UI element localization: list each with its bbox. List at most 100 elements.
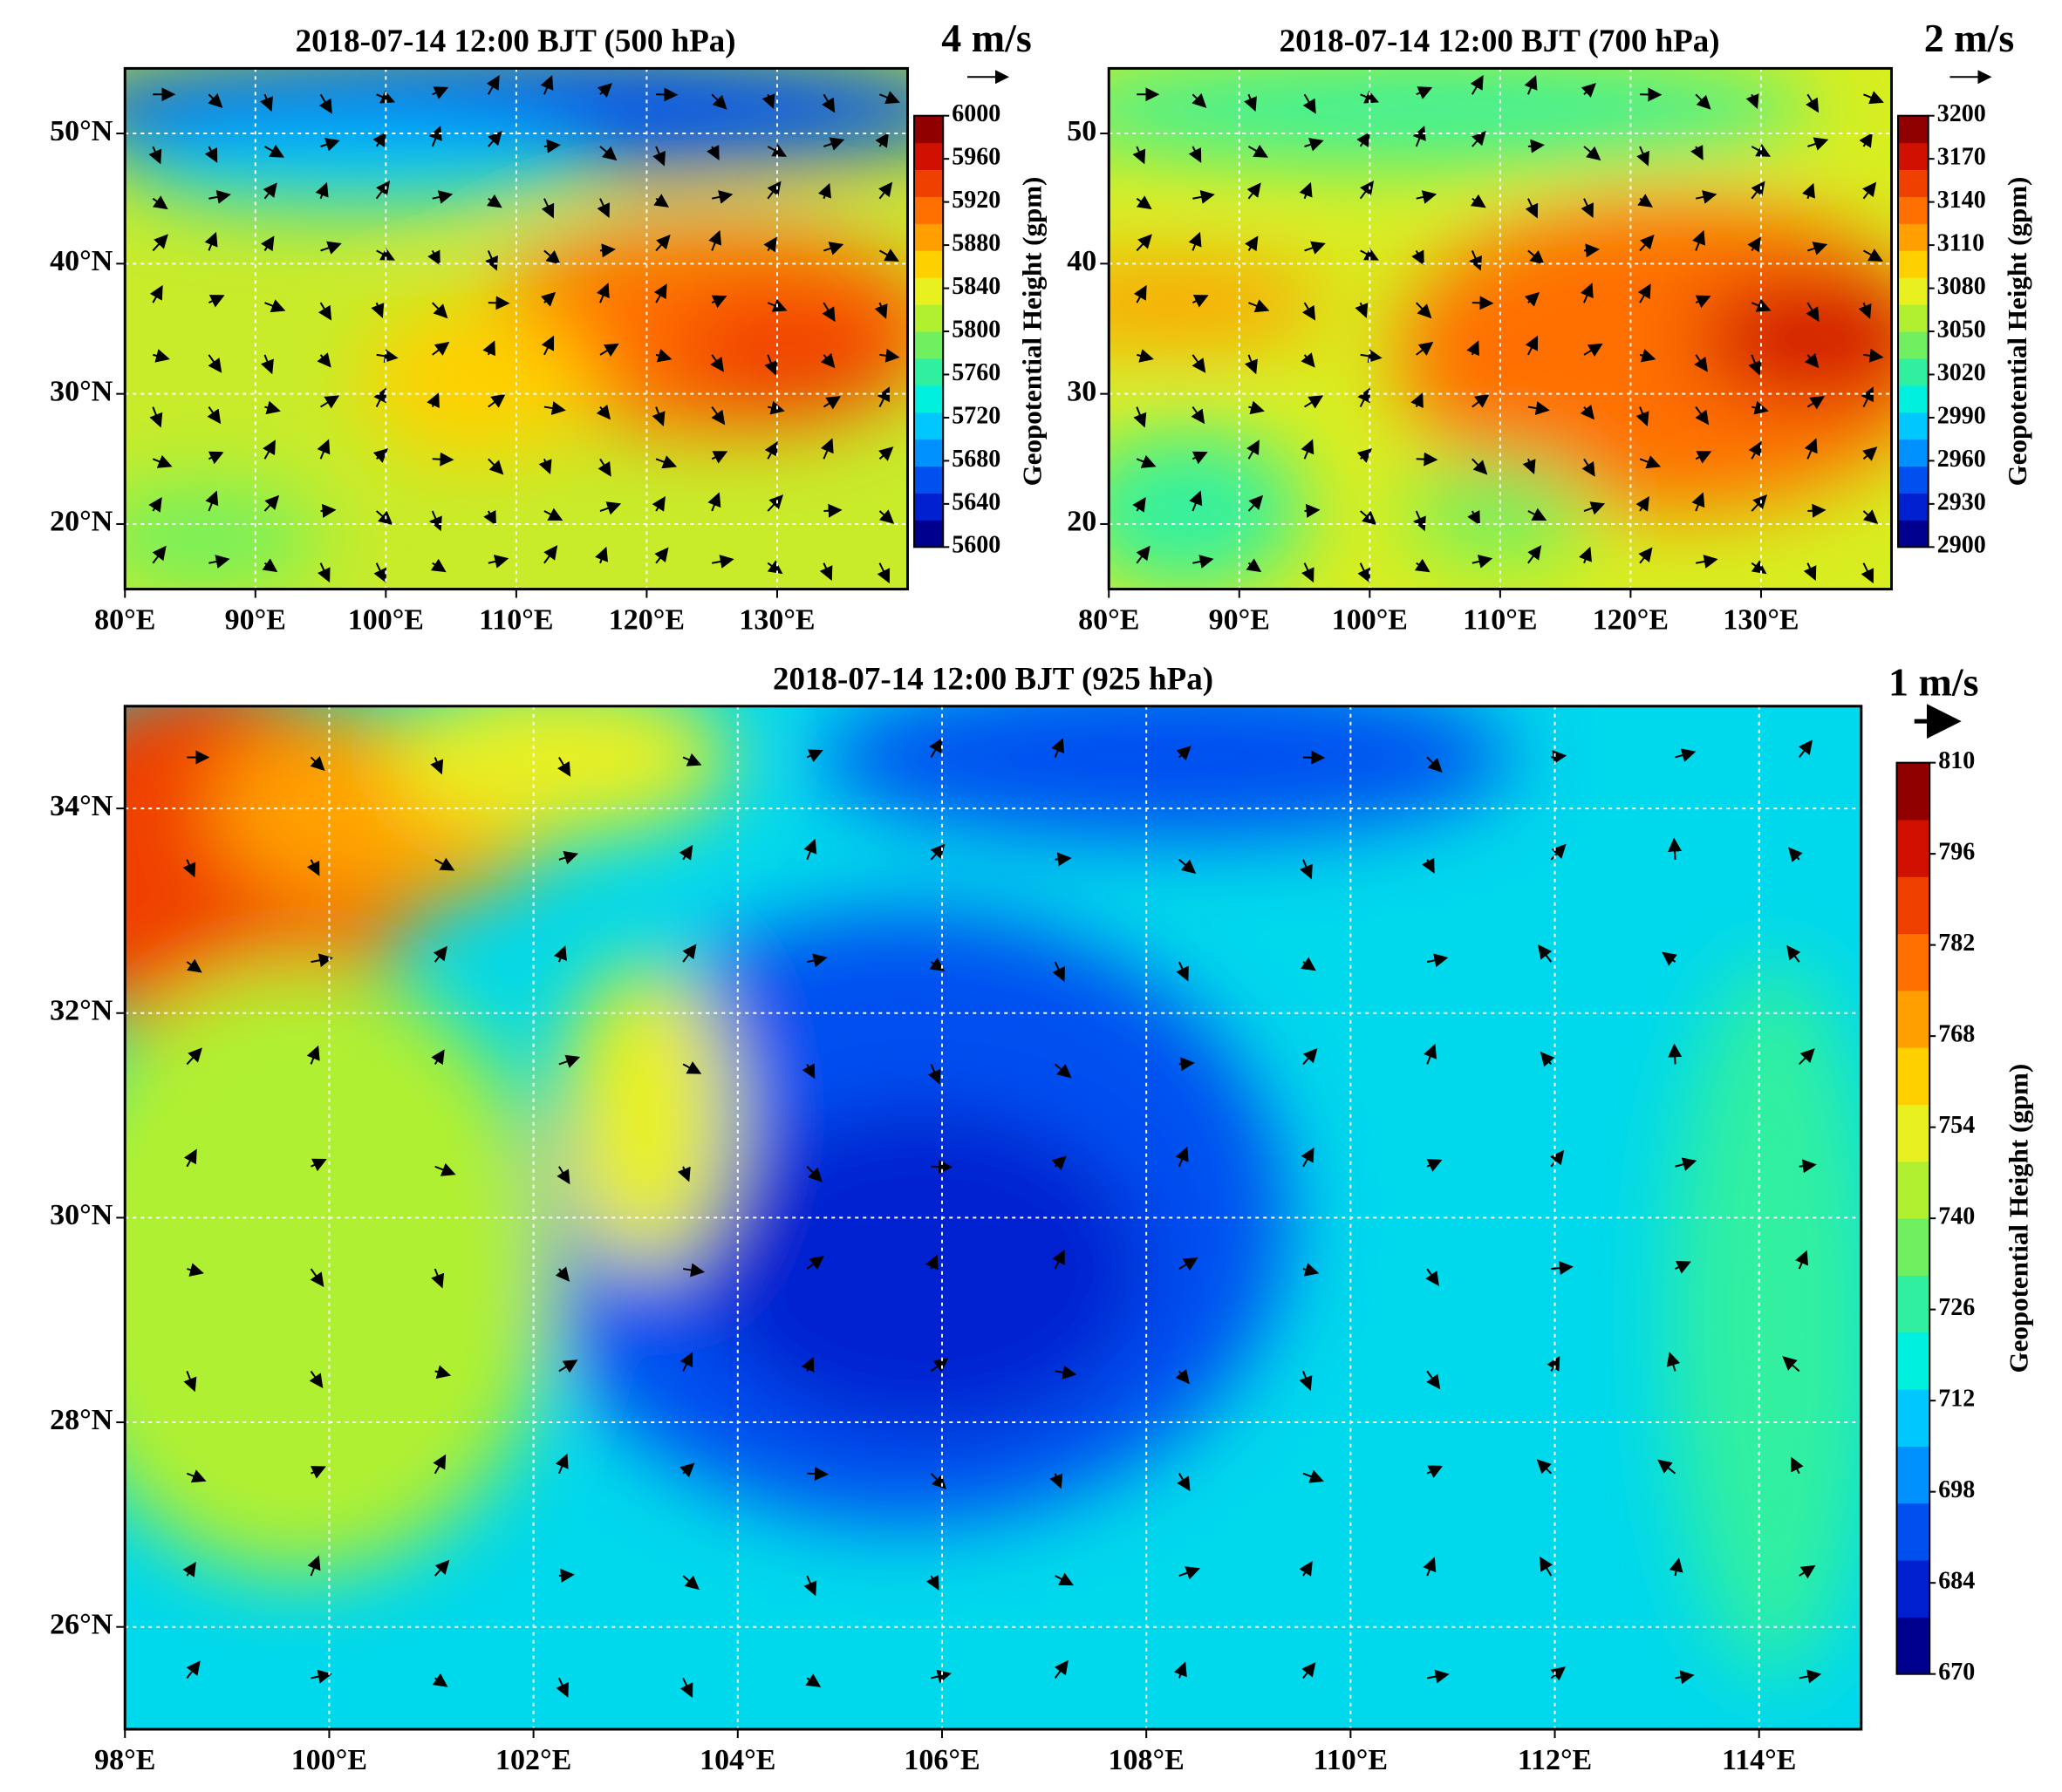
wind-arrow bbox=[1540, 1052, 1555, 1067]
reference-vector-label: 1 m/s bbox=[1888, 660, 1979, 705]
wind-arrow bbox=[317, 302, 332, 321]
wind-arrow bbox=[263, 494, 280, 512]
wind-arrow bbox=[1788, 847, 1803, 862]
wind-arrow bbox=[802, 1063, 816, 1080]
wind-arrow bbox=[1695, 190, 1717, 204]
wind-arrow bbox=[1551, 1261, 1574, 1276]
wind-arrow bbox=[433, 945, 448, 963]
wind-arrow bbox=[767, 560, 783, 575]
wind-arrow bbox=[432, 86, 449, 99]
wind-arrow bbox=[1192, 555, 1214, 569]
wind-arrow bbox=[1248, 299, 1270, 313]
wind-arrow bbox=[1637, 283, 1651, 303]
wind-arrow bbox=[1176, 961, 1189, 982]
wind-arrow bbox=[311, 1669, 332, 1684]
colorbar-segment bbox=[1898, 493, 1929, 521]
wind-arrow bbox=[263, 439, 276, 460]
wind-arrow bbox=[541, 335, 555, 356]
wind-arrow bbox=[1583, 501, 1606, 515]
x-tick-label: 120°E bbox=[1593, 603, 1669, 636]
colorbar-segment bbox=[1896, 1389, 1930, 1447]
wind-arrow bbox=[432, 452, 454, 467]
y-tick-label: 34°N bbox=[50, 790, 113, 822]
wind-arrow bbox=[1580, 283, 1594, 303]
wind-arrow bbox=[1669, 1557, 1683, 1577]
wind-arrow bbox=[311, 1158, 327, 1172]
colorbar-tick-label: 3110 bbox=[1937, 230, 1984, 257]
wind-arrow bbox=[556, 1677, 569, 1698]
colorbar-frame bbox=[1895, 761, 1931, 1675]
wind-arrow bbox=[767, 494, 784, 512]
wind-arrow bbox=[708, 229, 722, 251]
wind-arrow bbox=[801, 1356, 815, 1373]
wind-arrow bbox=[1583, 343, 1603, 357]
wind-arrow bbox=[543, 249, 561, 265]
colorbar-segment bbox=[1898, 250, 1929, 278]
wind-arrow bbox=[652, 146, 666, 167]
y-tick-label: 50 bbox=[1067, 115, 1096, 147]
wind-arrow bbox=[764, 440, 778, 460]
wind-arrow bbox=[1246, 439, 1260, 460]
wind-arrow bbox=[768, 400, 785, 415]
wind-arrow bbox=[149, 284, 163, 303]
wind-arrow bbox=[315, 181, 329, 200]
wind-arrow bbox=[1751, 298, 1772, 312]
x-tick-label: 100°E bbox=[291, 1744, 367, 1776]
wind-arrow bbox=[764, 354, 778, 376]
wind-arrow bbox=[655, 234, 671, 252]
wind-arrow bbox=[1191, 295, 1209, 308]
wind-arrow bbox=[1178, 1257, 1198, 1271]
colorbar-segment bbox=[1896, 1502, 1930, 1561]
wind-arrow bbox=[1426, 1370, 1441, 1390]
colorbar-segment bbox=[1896, 933, 1930, 991]
wind-arrow bbox=[372, 132, 386, 147]
colorbar-segment bbox=[914, 250, 944, 278]
wind-arrow bbox=[595, 546, 609, 564]
colorbar-tick-label: 768 bbox=[1938, 1021, 1975, 1048]
wind-arrow bbox=[558, 1359, 578, 1373]
field-blob bbox=[698, 1105, 1150, 1433]
wind-arrow bbox=[1861, 562, 1874, 584]
wind-arrow bbox=[1470, 75, 1484, 95]
x-tick-label: 80°E bbox=[94, 603, 155, 636]
wind-arrow bbox=[712, 555, 734, 569]
reference-vector-label: 2 m/s bbox=[1924, 16, 2015, 60]
colorbar-tick-label: 754 bbox=[1938, 1112, 1975, 1139]
wind-arrow bbox=[1301, 1147, 1314, 1168]
wind-arrow bbox=[1173, 1661, 1187, 1679]
wind-arrow bbox=[1416, 86, 1433, 99]
wind-arrow bbox=[204, 146, 218, 163]
wind-arrow bbox=[1416, 341, 1434, 356]
wind-arrow bbox=[1471, 555, 1493, 569]
colorbar-segment bbox=[914, 115, 944, 144]
field-blob bbox=[673, 292, 908, 418]
wind-arrow bbox=[486, 75, 500, 95]
wind-arrow bbox=[682, 944, 697, 963]
wind-arrow bbox=[434, 1559, 450, 1577]
wind-arrow bbox=[1782, 1356, 1800, 1373]
x-tick-label: 98°E bbox=[94, 1744, 155, 1776]
wind-arrow bbox=[807, 1467, 829, 1482]
wind-arrow bbox=[485, 250, 498, 271]
wind-arrow bbox=[1692, 229, 1706, 251]
wind-arrow bbox=[186, 1047, 202, 1066]
wind-arrow bbox=[555, 1453, 569, 1475]
wind-arrow bbox=[182, 1561, 196, 1577]
colorbar-tick-label: 5640 bbox=[952, 488, 1000, 515]
x-tick-label: 112°E bbox=[1518, 1744, 1592, 1776]
colorbar-label: Geopotential Height (gpm) bbox=[1016, 177, 1047, 487]
wind-arrow bbox=[1791, 1456, 1804, 1475]
wind-arrow bbox=[1795, 1250, 1808, 1270]
wind-arrow bbox=[1356, 132, 1370, 147]
wind-arrow bbox=[1248, 400, 1265, 415]
plot-frame bbox=[123, 705, 1863, 1731]
colorbar-tick-label: 810 bbox=[1938, 747, 1975, 774]
wind-arrow bbox=[320, 395, 340, 409]
field-blob bbox=[125, 485, 321, 589]
wind-arrow bbox=[878, 249, 899, 262]
y-tick-label: 20°N bbox=[50, 506, 113, 538]
wind-arrow bbox=[432, 190, 454, 204]
wind-arrow bbox=[1657, 1459, 1676, 1475]
wind-arrow bbox=[1862, 509, 1879, 524]
wind-arrow bbox=[1189, 490, 1203, 512]
